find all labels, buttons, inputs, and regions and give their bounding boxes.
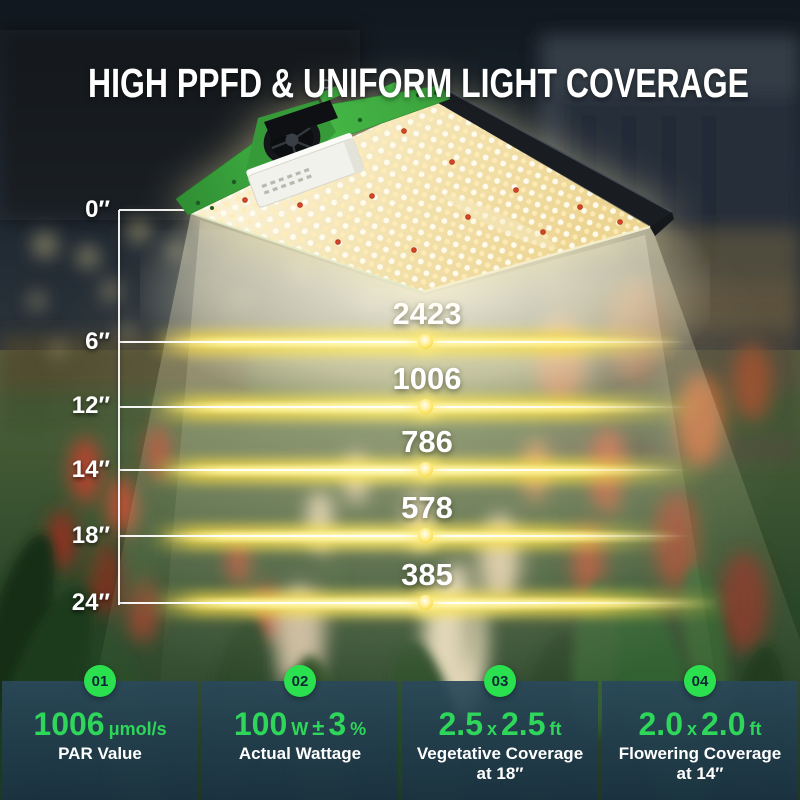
measure-line [119,535,691,537]
distance-label-18: 18″ [71,522,110,549]
stat-label-line: Flowering Coverage [618,744,782,763]
stat-card-actual-wattage: 02 100 W ± 3 % Actual Wattage [202,665,398,800]
distance-label-24: 24″ [71,589,110,616]
distance-label-0: 0″ [85,196,110,223]
distance-label-12: 12″ [71,392,110,419]
stat-label: Vegetative Coverage at 18″ [417,744,583,785]
stat-value-segment: % [350,719,367,739]
measure-line [119,602,691,604]
stat-label: Actual Wattage [238,744,362,763]
stat-label: Flowering Coverage at 14″ [619,744,781,785]
ruler-vertical-line [118,210,120,605]
ppfd-value: 786 [401,424,453,459]
stat-value-segment: 2.5 [501,706,546,742]
stat-badge: 04 [684,665,716,697]
measurement-dot [418,595,433,610]
stat-value-segment: x [686,719,697,739]
measurement-dot [418,334,433,349]
measurement-dot [418,399,433,414]
stat-card-vegetative-coverage: 03 2.5 x 2.5 ft Vegetative Coverage at 1… [402,665,598,800]
stat-value-segment: 3 [328,706,347,742]
measurement-dot [418,528,433,543]
stat-value-segment: ft [549,719,562,739]
stats-bar: 01 1006 μmol/s PAR Value 02 100 W ± 3 % … [0,665,800,800]
ppfd-value: 1006 [392,361,462,396]
ppfd-value: 578 [401,490,453,525]
stat-value-segment: 1006 [33,706,105,742]
measure-line [119,469,691,471]
stat-label-line: at 14″ [676,764,724,784]
stat-value: 1006 μmol/s [31,708,168,740]
stat-label: PAR Value [58,744,142,763]
stat-value-segment: ± [312,715,325,740]
stat-card-flowering-coverage: 04 2.0 x 2.0 ft Flowering Coverage at 14… [602,665,798,800]
stat-label-line: at 18″ [476,764,524,784]
stat-badge: 01 [84,665,116,697]
stat-value-segment: W [291,719,309,739]
stat-badge: 03 [484,665,516,697]
stat-value-segment: μmol/s [108,719,167,739]
stat-value-segment: 2.0 [701,706,746,742]
stat-badge: 02 [284,665,316,697]
distance-label-6: 6″ [85,328,110,355]
stat-value: 2.0 x 2.0 ft [637,708,764,740]
stat-value: 2.5 x 2.5 ft [437,708,564,740]
ppfd-value: 385 [401,557,453,592]
stat-value-segment: 2.0 [638,706,683,742]
measure-line [119,406,691,408]
measurement-dot [418,462,433,477]
page-title: HIGH PPFD & UNIFORM LIGHT COVERAGE [88,60,749,107]
stat-card-par-value: 01 1006 μmol/s PAR Value [2,665,198,800]
stat-value-segment: x [486,719,497,739]
measure-line [119,341,691,343]
ppfd-value: 2423 [392,296,462,331]
ruler-tick-zero [119,209,193,211]
stat-value: 100 W ± 3 % [232,708,368,740]
stat-value-segment: ft [749,719,762,739]
stat-value-segment: 2.5 [438,706,483,742]
stat-value-segment: 100 [233,706,288,742]
stat-label-line: Vegetative Coverage [416,744,584,763]
distance-label-14: 14″ [71,456,110,483]
